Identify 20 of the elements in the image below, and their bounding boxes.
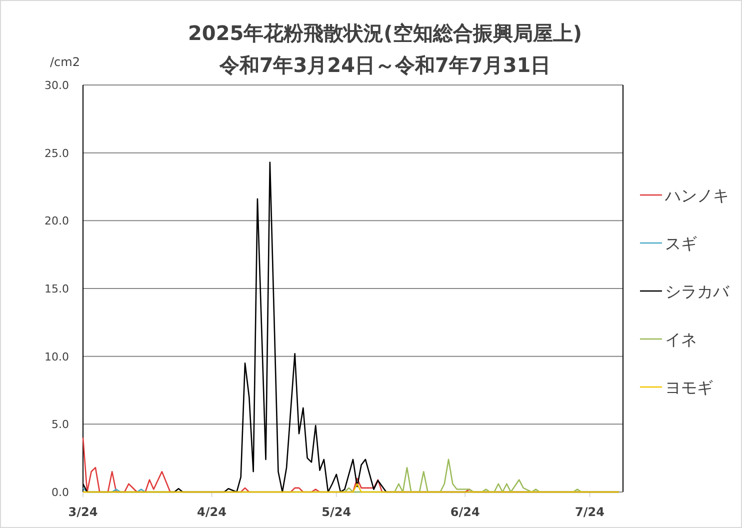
legend-label: シラカバ bbox=[665, 282, 730, 301]
x-tick-label: 7/24 bbox=[575, 505, 604, 519]
y-tick-label: 5.0 bbox=[52, 418, 69, 432]
y-tick-label: 20.0 bbox=[44, 214, 69, 228]
legend-label: スギ bbox=[665, 234, 697, 253]
chart-title: 2025年花粉飛散状況(空知総合振興局屋上) bbox=[188, 21, 582, 45]
legend-label: ハンノキ bbox=[664, 186, 729, 205]
y-tick-label: 0.0 bbox=[52, 486, 69, 499]
x-tick-label: 6/24 bbox=[450, 505, 480, 519]
y-tick-label: 10.0 bbox=[44, 350, 69, 364]
x-tick-label: 4/24 bbox=[197, 505, 226, 519]
chart-subtitle: 令和7年3月24日～令和7年7月31日 bbox=[218, 53, 551, 77]
y-tick-label: 15.0 bbox=[44, 282, 69, 296]
legend-label: ヨモギ bbox=[665, 378, 713, 397]
y-tick-label: 30.0 bbox=[44, 79, 69, 92]
legend-label: イネ bbox=[665, 330, 697, 349]
x-tick-label: 3/24 bbox=[68, 505, 98, 519]
y-tick-label: 25.0 bbox=[44, 146, 69, 160]
y-axis-title: /cm2 bbox=[50, 55, 80, 69]
x-tick-label: 5/24 bbox=[322, 505, 352, 519]
